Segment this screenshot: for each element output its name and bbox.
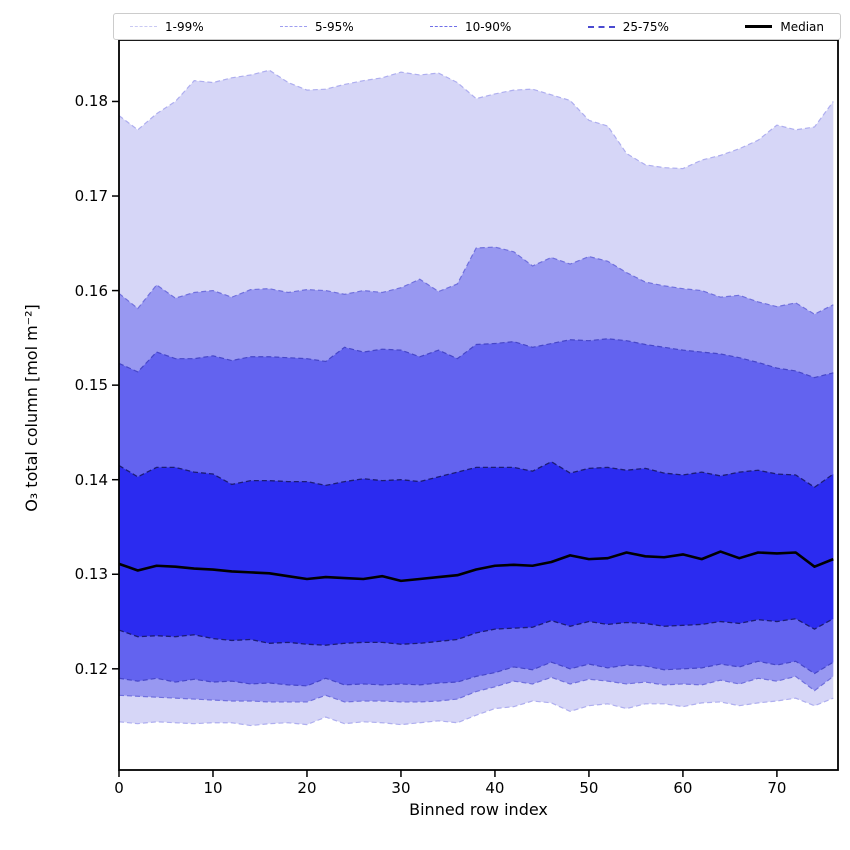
legend-entry-5-95%: 5-95% [280, 20, 354, 34]
y-tick-label-0.13: 0.13 [74, 565, 108, 584]
legend-entry-Median: Median [745, 20, 824, 34]
band-5-95%-upper-edge [118, 246, 834, 315]
legend-label: 25-75% [622, 19, 669, 34]
legend-entry-25-75%: 25-75% [587, 19, 669, 34]
band-1-99%-lower-edge [118, 697, 834, 727]
x-tick-label-70: 70 [767, 779, 787, 797]
y-tick-label-0.17: 0.17 [74, 187, 108, 206]
median-line [118, 550, 834, 583]
legend-line-sample-Median [745, 25, 773, 28]
x-tick-label-0: 0 [114, 779, 124, 797]
legend-box: 1-99% 5-95% 10-90% 25-75% Median [113, 13, 841, 40]
legend-label: Median [780, 19, 824, 34]
y-tick-label-0.12: 0.12 [74, 659, 108, 678]
legend-line-sample-10-90% [430, 26, 458, 27]
legend-entry-10-90%: 10-90% [430, 20, 511, 34]
y-tick-label-0.16: 0.16 [74, 281, 108, 300]
band-10-90%-upper-edge [118, 338, 834, 379]
x-tick-label-20: 20 [297, 779, 317, 797]
y-tick-label-0.15: 0.15 [74, 376, 108, 395]
legend-line-sample-25-75% [587, 25, 615, 28]
legend-line-sample-5-95% [280, 26, 308, 27]
x-axis-label: Binned row index [409, 800, 548, 819]
y-axis-label: O₃ total column [mol m⁻²] [22, 304, 41, 512]
band-5-95%-lower-edge [118, 675, 834, 703]
legend-entry-1-99%: 1-99% [130, 20, 204, 34]
x-tick-label-50: 50 [579, 779, 599, 797]
band-25-75%-upper-edge [118, 460, 834, 489]
legend-label: 5-95% [315, 19, 354, 34]
x-tick-label-60: 60 [673, 779, 693, 797]
legend-line-sample-1-99% [130, 26, 157, 27]
legend-label: 10-90% [465, 19, 512, 34]
y-tick-label-0.18: 0.18 [74, 92, 108, 111]
x-tick-label-30: 30 [391, 779, 411, 797]
x-tick-label-40: 40 [485, 779, 505, 797]
y-tick-label-0.14: 0.14 [74, 470, 108, 489]
x-tick-label-10: 10 [203, 779, 223, 797]
band-25-75%-lower-edge [118, 618, 834, 646]
band-10-90%-lower-edge [118, 660, 834, 687]
band-25-75% [119, 461, 834, 646]
legend-label: 1-99% [165, 19, 204, 34]
plot-frame [118, 39, 839, 771]
band-1-99%-upper-edge [118, 69, 834, 170]
